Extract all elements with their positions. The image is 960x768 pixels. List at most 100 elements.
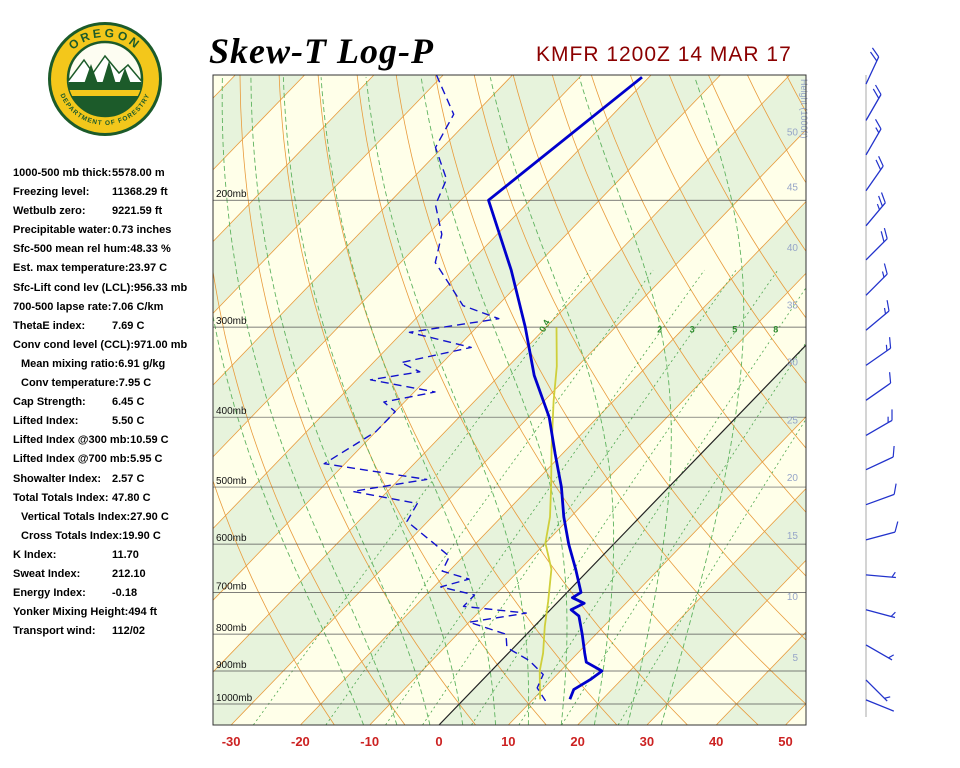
svg-text:30: 30: [787, 358, 799, 369]
tree-icon: [119, 68, 131, 84]
svg-text:300mb: 300mb: [216, 316, 247, 327]
stat-row: Sfc-500 mean rel hum:48.33 %: [13, 240, 218, 259]
stat-row: Sfc-Lift cond lev (LCL):956.33 mb: [13, 279, 218, 298]
stat-label: K Index:: [13, 548, 57, 561]
stat-row: Transport wind: 112/02: [13, 622, 218, 641]
wind-barb-staff: [865, 456, 894, 471]
stat-label: Wetbulb zero:: [13, 205, 86, 218]
svg-text:20: 20: [570, 734, 584, 749]
svg-text:0: 0: [435, 734, 442, 749]
stat-row: K Index: 11.70: [13, 546, 218, 565]
stat-label: Cap Strength:: [13, 396, 86, 409]
stat-value: 971.00 mb: [134, 338, 188, 351]
mixing-ratio-lines: [253, 269, 806, 725]
stat-label: ThetaE index:: [13, 319, 86, 332]
stat-row: Est. max temperature:23.97 C: [13, 259, 218, 278]
svg-text:10: 10: [501, 734, 515, 749]
svg-text:-30: -30: [222, 734, 241, 749]
svg-text:-20: -20: [291, 734, 310, 749]
svg-text:400mb: 400mb: [216, 406, 247, 417]
svg-text:15: 15: [787, 531, 799, 542]
svg-text:600mb: 600mb: [216, 533, 247, 544]
stat-label: Energy Index:: [13, 587, 86, 600]
svg-text:30: 30: [640, 734, 654, 749]
stat-label: Lifted Index @700 mb:: [13, 453, 131, 466]
stat-value: 47.80 C: [112, 491, 151, 504]
stat-row: Sweat Index: 212.10: [13, 565, 218, 584]
wind-barb-staff: [865, 699, 895, 712]
parcel-trace: [538, 327, 558, 700]
logo-banner: [68, 90, 142, 96]
wind-barb-staff: [865, 165, 884, 192]
plot-area: 0.4 2 3 5 8: [213, 75, 806, 725]
stat-row: Lifted Index @300 mb:10.59 C: [13, 431, 218, 450]
stat-value: 9221.59 ft: [112, 205, 163, 218]
stat-row: 700-500 lapse rate:7.06 C/km: [13, 298, 218, 317]
svg-text:200mb: 200mb: [216, 189, 247, 200]
wind-barb-staff: [865, 382, 891, 401]
page-title: Skew-T Log-P: [209, 31, 434, 71]
stat-value: 27.90 C: [130, 510, 169, 523]
stat-row: Vertical Totals Index:27.90 C: [13, 508, 218, 527]
svg-text:-10: -10: [360, 734, 379, 749]
stat-value: 956.33 mb: [134, 281, 188, 294]
stat-label: Lifted Index:: [13, 415, 79, 428]
stats-panel: 1000-500 mb thick:5578.00 m Freezing leve…: [13, 164, 218, 641]
svg-text:900mb: 900mb: [216, 660, 247, 671]
svg-text:1000mb: 1000mb: [216, 693, 253, 704]
svg-text:45: 45: [787, 182, 799, 193]
stat-label: Conv temperature:: [21, 377, 119, 390]
wind-barb-staff: [865, 419, 893, 436]
svg-text:20: 20: [787, 473, 799, 484]
stat-value: 48.33 %: [130, 243, 171, 256]
wind-barb-staff: [865, 94, 882, 121]
stat-value: 11368.29 ft: [112, 186, 168, 199]
svg-text:40: 40: [709, 734, 723, 749]
stat-label: Mean mixing ratio:: [21, 357, 119, 370]
svg-text:50: 50: [778, 734, 792, 749]
stat-label: Transport wind:: [13, 625, 96, 638]
odf-logo: OREGON DEPARTMENT OF FORESTRY: [48, 22, 162, 136]
stat-row: Conv cond level (CCL):971.00 mb: [13, 336, 218, 355]
stat-row: 1000-500 mb thick:5578.00 m: [13, 164, 218, 183]
stat-label: 700-500 lapse rate:: [13, 300, 112, 313]
stat-value: -0.18: [112, 587, 138, 600]
stat-row: Energy Index: -0.18: [13, 584, 218, 603]
wind-barb-staff: [865, 679, 888, 702]
stat-value: 212.10: [112, 567, 146, 580]
stat-value: 0.73 inches: [112, 224, 172, 237]
stat-label: Precipitable water:: [13, 224, 111, 237]
wind-barb-staff: [865, 202, 886, 227]
wind-barb-staff: [865, 273, 888, 296]
stat-value: 7.69 C: [112, 319, 145, 332]
stat-label: Yonker Mixing Height:: [13, 606, 129, 619]
svg-text:500mb: 500mb: [216, 476, 247, 487]
stat-value: 10.59 C: [130, 434, 169, 447]
stat-value: 2.57 C: [112, 472, 145, 485]
stat-row: Lifted Index @700 mb:5.95 C: [13, 450, 218, 469]
svg-text:800mb: 800mb: [216, 623, 247, 634]
svg-text:40: 40: [787, 243, 799, 254]
wind-barb-staff: [865, 574, 896, 579]
wind-barbs: [865, 47, 899, 717]
svg-text:3: 3: [690, 324, 695, 334]
tree-icon: [102, 61, 116, 84]
wind-barb-staff: [865, 56, 880, 85]
wind-barb-staff: [865, 644, 893, 661]
logo-forest-scene: [68, 54, 142, 116]
dry-adiabats: [213, 75, 806, 725]
wind-barb-staff: [865, 310, 890, 331]
stat-label: Vertical Totals Index:: [21, 510, 131, 523]
wind-barb-staff: [865, 128, 882, 156]
stat-row: Yonker Mixing Height:494 ft: [13, 603, 218, 622]
stat-value: 6.45 C: [112, 396, 145, 409]
stat-row: Precipitable water:0.73 inches: [13, 221, 218, 240]
wind-barb-staff: [865, 238, 888, 261]
temperature-trace: [487, 76, 643, 700]
height-axis-labels: 5 10 15 20 25 30 35 40 45 50 Height (1000ft): [787, 79, 809, 664]
stat-value: 6.91 g/kg: [118, 357, 166, 370]
svg-text:Height (1000ft): Height (1000ft): [799, 79, 809, 139]
stat-row: Wetbulb zero: 9221.59 ft: [13, 202, 218, 221]
zero-isotherm: [438, 344, 806, 725]
temp-axis-labels: -30 -20 -10 0 10 20 30 40 50: [222, 734, 793, 749]
